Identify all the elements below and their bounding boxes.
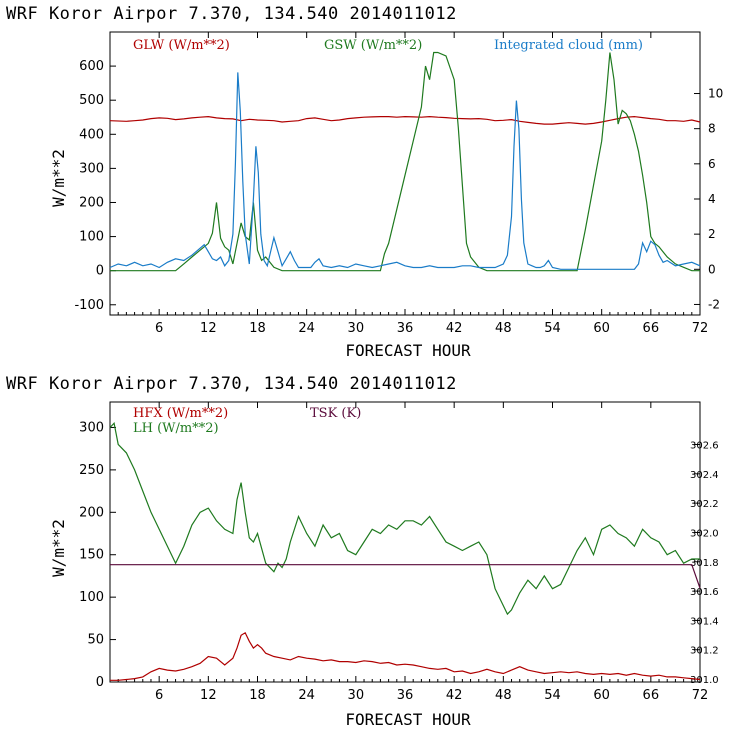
x-tick-label: 72 [692,321,709,336]
chart-2-legend: HFX (W/m**2) LH (W/m**2) TSK (K) [133,406,361,436]
y-tick-label: 250 [79,463,104,478]
y-tick-label: 50 [87,633,104,648]
x-tick-label: 24 [298,321,315,336]
x-tick-label: 24 [298,688,315,703]
y2-tick-label: 302.0 [690,528,719,539]
x-tick-label: 42 [446,321,463,336]
x-tick-label: 6 [155,688,163,703]
y2-tick-label: 302.2 [690,499,719,510]
x-tick-label: 18 [249,321,266,336]
x-tick-label: 48 [495,688,512,703]
x-tick-label: 12 [200,688,217,703]
series-line-lh [109,421,700,616]
y-tick-label: 300 [79,420,104,435]
y-tick-label: 100 [79,230,104,245]
y2-tick-label: 6 [708,157,716,171]
y2-tick-label: 301.8 [690,558,719,569]
x-tick-label: 72 [692,688,709,703]
y2-tick-label: -2 [708,297,720,311]
x-tick-label: 54 [544,688,561,703]
x-tick-label: 60 [593,688,610,703]
y2-tick-label: 2 [708,227,716,241]
series-line-hfx [110,631,701,681]
y2-tick-label: 301.2 [690,646,719,657]
legend-tsk: TSK (K) [310,406,361,421]
series-line-gsw [110,51,700,272]
chart-2: WRF Koror Airpor 7.370, 134.540 20140110… [6,374,719,729]
chart-1-xlabel: FORECAST HOUR [345,341,471,360]
x-tick-label: 36 [397,321,414,336]
legend-hfx: HFX (W/m**2) [133,406,228,421]
chart-2-ylabel: W/m**2 [49,519,68,577]
y-tick-label: 300 [79,161,104,176]
x-tick-label: 6 [155,321,163,336]
y2-tick-label: 0 [708,262,716,276]
chart-1-legend: GLW (W/m**2) GSW (W/m**2) Integrated clo… [133,38,643,53]
series-line-integrated [109,72,701,270]
y2-tick-label: 10 [708,87,723,101]
x-tick-label: 30 [348,688,365,703]
x-tick-label: 42 [446,688,463,703]
x-tick-label: 54 [544,321,561,336]
x-tick-label: 66 [643,688,660,703]
x-tick-label: 48 [495,321,512,336]
plot-frame-2 [109,401,701,683]
chart-1-title: WRF Koror Airpor 7.370, 134.540 20140110… [6,4,457,24]
y-tick-label: -100 [74,298,104,313]
y-tick-label: 0 [96,264,104,279]
y2-tick-label: 4 [708,192,716,206]
legend-gsw: GSW (W/m**2) [324,38,422,53]
x-tick-label: 36 [397,688,414,703]
chart-2-title: WRF Koror Airpor 7.370, 134.540 20140110… [6,374,457,394]
y2-tick-label: 302.4 [690,470,719,481]
y2-tick-label: 301.4 [690,616,719,627]
y-tick-label: 200 [79,505,104,520]
y2-tick-label: 302.6 [690,441,719,452]
y-tick-label: 200 [79,195,104,210]
series-line-tsk [110,564,701,589]
y2-tick-label: 301.6 [690,587,719,598]
legend-glw: GLW (W/m**2) [133,38,230,53]
y-tick-label: 400 [79,127,104,142]
x-tick-label: 66 [643,321,660,336]
x-tick-label: 18 [249,688,266,703]
chart-2-xlabel: FORECAST HOUR [345,710,471,729]
y-tick-label: 100 [79,590,104,605]
x-tick-label: 30 [348,321,365,336]
x-tick-label: 60 [593,321,610,336]
y-tick-label: 150 [79,548,104,563]
legend-cloud: Integrated cloud (mm) [494,38,643,53]
series-line-glw [109,115,701,125]
y2-tick-label: 8 [708,122,716,136]
legend-lh: LH (W/m**2) [133,421,219,436]
y-tick-label: 0 [96,675,104,690]
y-tick-label: 600 [79,59,104,74]
chart-1: WRF Koror Airpor 7.370, 134.540 20140110… [6,4,723,360]
chart-1-ylabel: W/m**2 [49,149,68,207]
x-tick-label: 12 [200,321,217,336]
y-tick-label: 500 [79,93,104,108]
y2-tick-label: 301.0 [690,675,719,686]
